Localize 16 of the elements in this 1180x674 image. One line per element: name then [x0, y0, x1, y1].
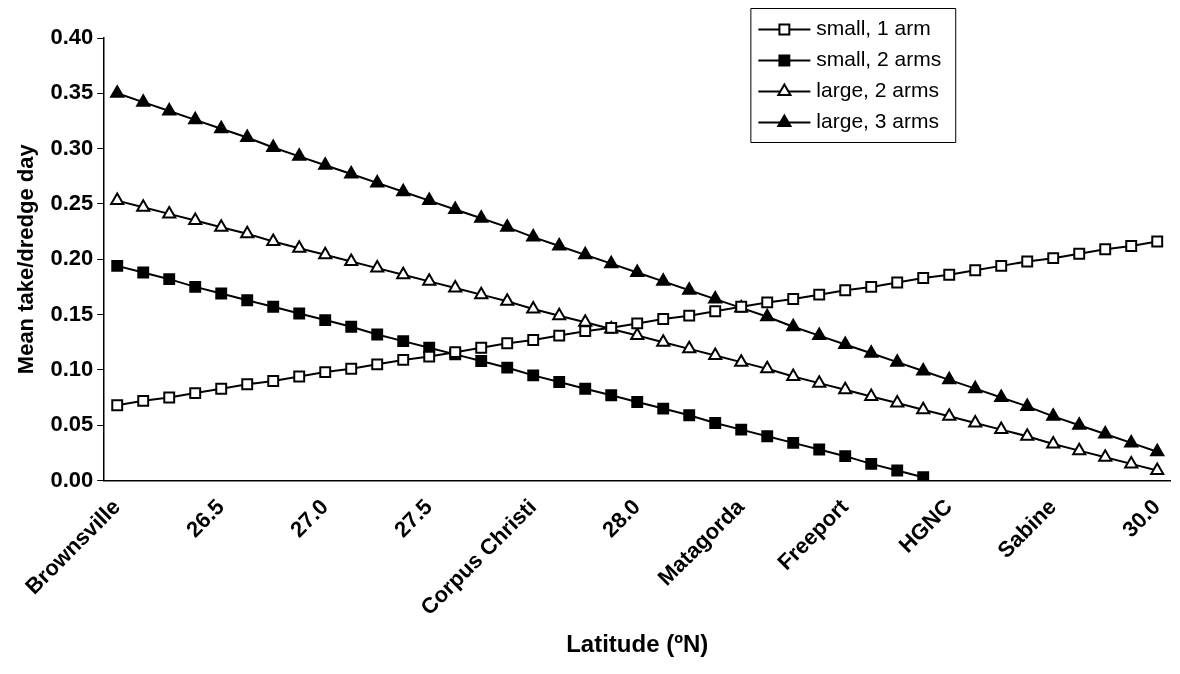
y-tick-label: 0.10 — [50, 355, 94, 381]
legend-label: small, 2 arms — [816, 47, 942, 71]
x-tick-label: 30.0 — [1117, 493, 1166, 542]
y-tick-label: 0.00 — [50, 466, 94, 492]
y-tick-label: 0.30 — [50, 134, 94, 160]
y-axis-title: Mean take/dredge day — [13, 143, 39, 375]
y-tick-label: 0.35 — [50, 79, 94, 105]
x-axis-title: Latitude (ºN) — [566, 630, 709, 658]
legend-label: large, 2 arms — [816, 78, 939, 102]
y-tick-label: 0.25 — [50, 190, 94, 215]
y-tick-label: 0.40 — [50, 24, 94, 50]
y-tick-label: 0.20 — [50, 245, 94, 271]
y-tick-label: 0.15 — [50, 300, 94, 326]
legend-label: small, 1 arm — [816, 16, 931, 40]
legend-label: large, 3 arms — [816, 109, 939, 133]
y-tick-label: 0.05 — [50, 411, 94, 437]
